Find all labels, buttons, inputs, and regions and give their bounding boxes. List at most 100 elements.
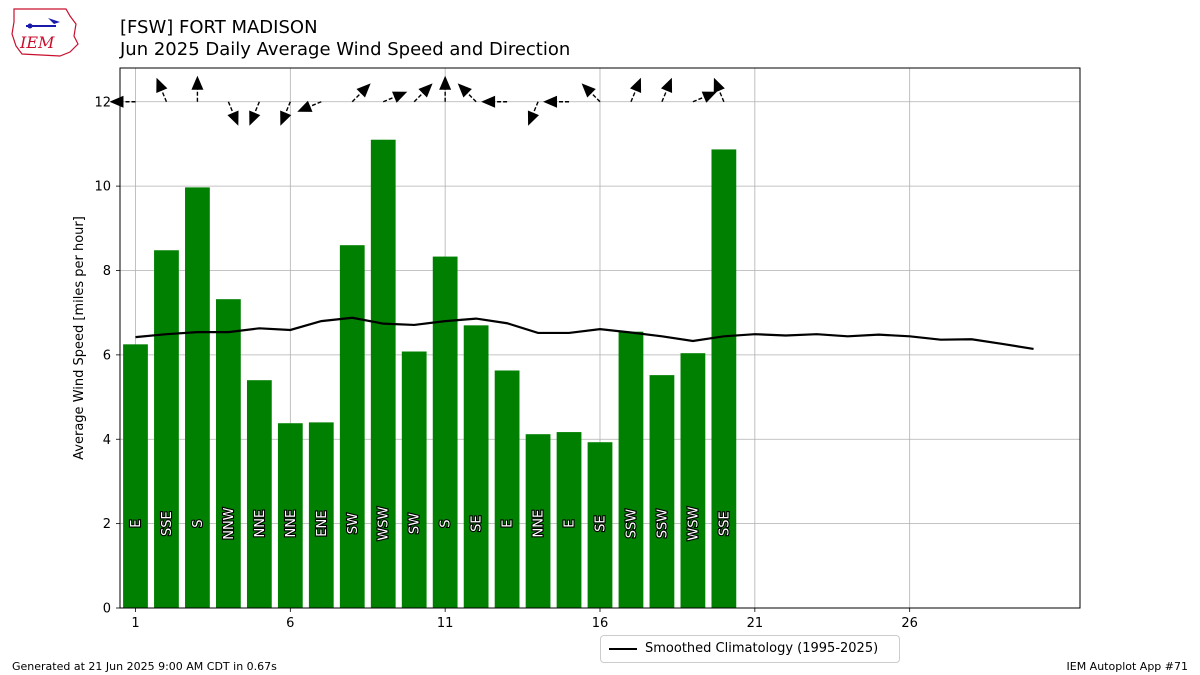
logo-text: IEM — [19, 33, 55, 52]
bar — [556, 432, 582, 608]
wind-arrow — [227, 101, 239, 126]
app-footer: IEM Autoplot App #71 — [1066, 660, 1189, 673]
bar — [308, 422, 334, 608]
direction-label: SE — [594, 515, 609, 531]
direction-label: NNE — [532, 510, 547, 538]
wind-arrow-shaft — [461, 87, 477, 103]
direction-label: SE — [470, 515, 485, 531]
wind-arrow — [660, 77, 673, 103]
bar — [463, 325, 489, 608]
wind-arrow-shaft — [158, 83, 168, 103]
wind-arrow-head — [439, 75, 452, 90]
wind-arrow-head — [249, 110, 261, 126]
direction-label: ENE — [315, 511, 330, 537]
bar — [432, 256, 458, 608]
y-tick-label: 8 — [103, 264, 111, 279]
bar — [216, 299, 241, 608]
bar — [277, 423, 303, 608]
wind-arrow-head — [481, 95, 496, 108]
x-tick-label: 11 — [437, 616, 454, 631]
direction-label: SW — [408, 513, 423, 534]
wind-arrow — [713, 77, 725, 103]
bar — [587, 442, 613, 608]
wind-arrow-shaft — [351, 87, 367, 103]
wind-arrow-head — [457, 83, 472, 98]
direction-label: SSE — [717, 511, 732, 536]
bar — [246, 380, 272, 608]
wind-arrow — [543, 95, 570, 108]
direction-label: SSW — [655, 509, 670, 539]
wind-arrow — [527, 101, 540, 126]
bar-series — [123, 139, 737, 608]
wind-arrow-head — [297, 100, 313, 112]
wind-arrow-shaft — [227, 101, 237, 121]
direction-label: NNW — [222, 507, 237, 539]
wind-arrow-head — [227, 110, 239, 126]
x-tick-label: 21 — [747, 616, 764, 631]
x-tick-label: 1 — [131, 616, 139, 631]
wind-arrow-shaft — [529, 101, 539, 121]
wind-arrow-shaft — [585, 87, 601, 103]
wind-arrow-head — [527, 110, 540, 126]
direction-label: S — [191, 519, 206, 527]
generated-footer: Generated at 21 Jun 2025 9:00 AM CDT in … — [12, 660, 277, 673]
iem-logo: IEM — [11, 8, 79, 57]
wind-arrow-head — [356, 83, 371, 98]
bar — [339, 245, 365, 608]
wind-arrow — [413, 83, 433, 103]
climatology-line — [135, 316, 1034, 351]
y-axis-label: Average Wind Speed [miles per hour] — [72, 216, 87, 460]
direction-label: E — [501, 520, 516, 528]
wind-arrow-shaft — [715, 83, 725, 103]
wind-arrow — [280, 101, 292, 126]
station-title: [FSW] FORT MADISON — [120, 17, 318, 38]
direction-label: SSW — [624, 509, 639, 539]
wind-arrow — [249, 101, 261, 126]
wind-arrow — [481, 95, 508, 108]
chart-subtitle: Jun 2025 Daily Average Wind Speed and Di… — [120, 39, 571, 60]
wind-arrow-shaft — [302, 101, 322, 111]
legend: Smoothed Climatology (1995-2025) — [600, 635, 900, 663]
wind-arrow — [297, 100, 322, 112]
bar — [370, 139, 396, 608]
wind-arrow-head — [630, 77, 642, 93]
y-tick-label: 10 — [94, 180, 111, 195]
direction-label: S — [439, 519, 454, 527]
wind-arrow — [156, 77, 168, 103]
wind-arrow-shaft — [382, 93, 402, 103]
y-tick-label: 2 — [103, 517, 111, 532]
direction-arrows — [109, 75, 725, 126]
direction-label: SW — [346, 513, 361, 534]
bar — [401, 351, 427, 608]
wind-arrow-head — [156, 77, 168, 93]
bar — [649, 375, 675, 608]
wind-arrow-shaft — [251, 101, 261, 121]
wind-arrow-head — [713, 77, 725, 93]
wind-arrow — [457, 83, 477, 103]
wind-arrow-head — [392, 91, 408, 103]
climatology-series — [135, 316, 1034, 351]
direction-label: WSW — [686, 507, 701, 541]
wind-arrow-head — [543, 95, 558, 108]
y-tick-label: 6 — [103, 348, 111, 363]
wind-arrow — [382, 91, 408, 103]
wind-arrow-shaft — [282, 101, 291, 121]
wind-arrow — [351, 83, 371, 103]
bar — [618, 331, 644, 608]
direction-label: WSW — [377, 507, 392, 541]
x-tick-label: 6 — [286, 616, 294, 631]
wind-arrow-head — [660, 77, 673, 93]
bar — [185, 187, 210, 608]
direction-label: E — [563, 520, 578, 528]
wind-arrow-head — [418, 83, 433, 98]
x-tick-label: 16 — [592, 616, 609, 631]
wind-arrow — [109, 95, 136, 108]
wind-arrow-shaft — [630, 83, 640, 103]
y-tick-label: 0 — [103, 602, 111, 617]
wind-arrow — [581, 83, 601, 103]
bar — [680, 353, 706, 608]
direction-labels: E SSE S NNW NNE NNE ENE SW WSW SW S SE E NNE E SE SSW SSW… — [128, 505, 734, 541]
direction-label: NNE — [284, 510, 299, 538]
bar — [525, 434, 551, 608]
